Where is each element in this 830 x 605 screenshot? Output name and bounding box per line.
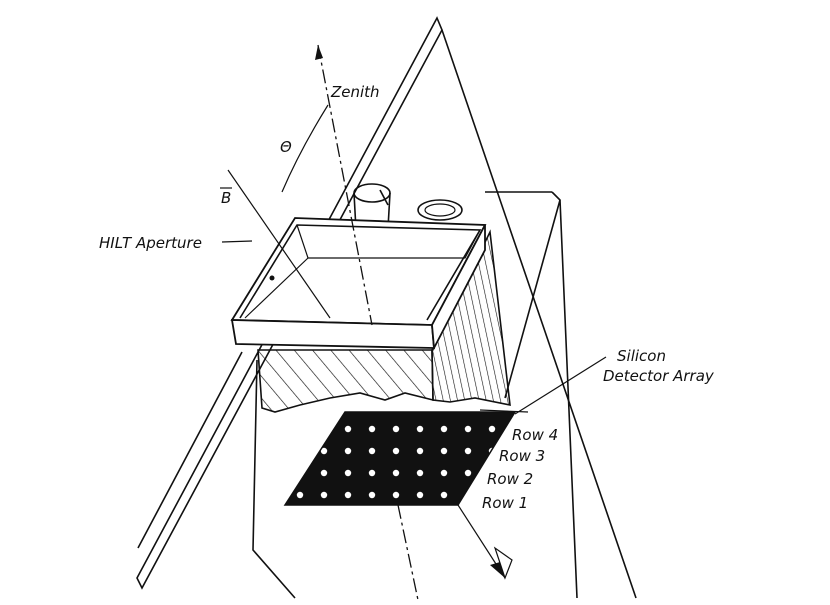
housing-walls xyxy=(257,229,511,413)
row-2-label: Row 2 xyxy=(487,470,533,488)
hilt-aperture-label: HILT Aperture xyxy=(99,234,202,252)
detector-array-label: Detector Array xyxy=(603,367,715,385)
row-4-label: Row 4 xyxy=(512,426,558,444)
b-vector-line xyxy=(227,169,513,580)
leader-lines xyxy=(221,240,607,415)
b-vector-label: B xyxy=(221,189,231,207)
row-1-label: Row 1 xyxy=(482,494,528,512)
hilt-aperture-box xyxy=(230,217,487,352)
theta-arc xyxy=(281,104,329,193)
zenith-label: Zenith xyxy=(330,83,380,101)
outer-panels xyxy=(136,16,637,599)
silicon-detector-array xyxy=(283,411,517,506)
zenith-axis xyxy=(315,44,419,601)
theta-label: Θ xyxy=(280,138,292,156)
silicon-label: Silicon xyxy=(617,347,666,365)
row-3-label: Row 3 xyxy=(499,447,545,465)
